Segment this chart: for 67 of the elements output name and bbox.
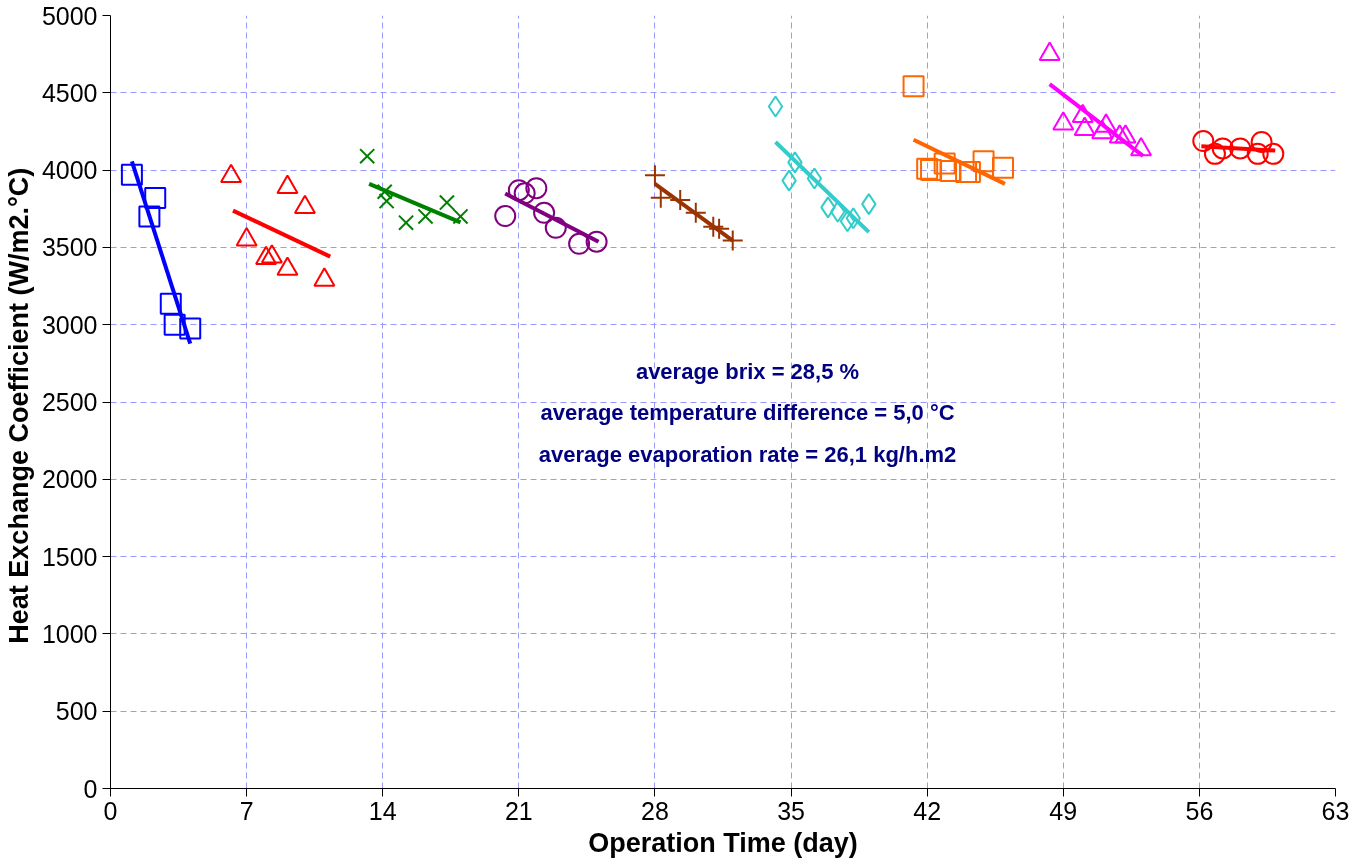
point — [359, 148, 376, 165]
point — [1246, 142, 1269, 165]
y-tick-label: 0 — [83, 774, 98, 803]
x-tick-label: 35 — [777, 796, 805, 825]
point — [525, 177, 548, 200]
point — [163, 313, 186, 336]
x-tick-label: 21 — [504, 796, 533, 825]
point — [669, 188, 692, 211]
annotation: average evaporation rate = 26,1 kg/h.m2 — [538, 442, 957, 468]
point — [513, 182, 536, 205]
point — [992, 156, 1014, 179]
point — [1229, 137, 1252, 160]
point — [1192, 130, 1215, 153]
point — [1250, 130, 1273, 153]
y-tick-label: 3500 — [41, 233, 98, 262]
point — [533, 201, 556, 224]
point — [159, 292, 182, 315]
x-tick-label: 7 — [239, 796, 254, 825]
y-tick-label: 2000 — [41, 465, 98, 494]
point — [972, 150, 995, 173]
y-tick-label: 1000 — [41, 619, 98, 648]
point — [839, 210, 856, 233]
point — [806, 167, 823, 190]
x-tick-label: 14 — [368, 796, 397, 825]
point — [452, 208, 469, 225]
point — [1203, 142, 1226, 165]
point — [397, 214, 415, 231]
y-tick-label: 4000 — [41, 156, 98, 185]
annotation: average temperature difference = 5,0 °C — [540, 400, 955, 426]
point — [902, 75, 925, 98]
point — [494, 205, 517, 227]
y-tick-label: 2500 — [41, 388, 98, 416]
point — [438, 194, 455, 211]
point — [1211, 137, 1234, 160]
point — [1262, 142, 1285, 165]
x-tick-label: 56 — [1185, 796, 1214, 825]
point — [767, 95, 784, 118]
y-tick-label: 3000 — [41, 310, 98, 339]
point — [120, 163, 143, 186]
point — [544, 216, 567, 239]
point — [376, 183, 393, 200]
point — [585, 230, 608, 253]
point — [144, 186, 167, 209]
point — [721, 229, 744, 252]
x-tick-label: 49 — [1049, 796, 1078, 825]
x-axis-title: Operation Time (day) — [588, 827, 858, 858]
point — [179, 317, 202, 340]
x-tick-label: 0 — [103, 796, 118, 825]
y-tick-label: 1500 — [41, 542, 98, 571]
point — [643, 164, 666, 187]
y-axis-title: Heat Exchange Coefficient (W/m2.°C) — [3, 167, 34, 644]
x-tick-label: 28 — [641, 796, 669, 825]
point — [684, 201, 707, 224]
y-tick-label: 5000 — [41, 1, 98, 30]
point — [702, 215, 725, 238]
point — [417, 208, 434, 225]
y-tick-label: 4500 — [41, 78, 98, 107]
point — [507, 179, 530, 202]
x-tick-label: 42 — [913, 796, 942, 825]
annotation: average brix = 28,5 % — [635, 358, 860, 384]
point — [568, 232, 591, 255]
point — [138, 205, 161, 228]
point — [933, 152, 956, 175]
x-tick-label: 63 — [1321, 796, 1350, 825]
y-tick-label: 500 — [55, 697, 98, 726]
point — [708, 217, 731, 240]
point — [378, 192, 395, 210]
